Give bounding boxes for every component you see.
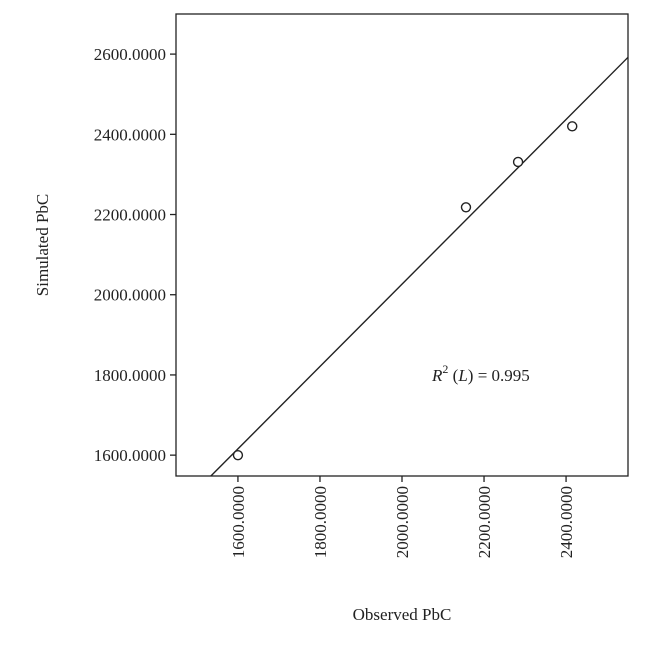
annotation-part: (: [448, 366, 458, 385]
y-tick-label: 2400.0000: [94, 125, 166, 144]
data-point: [232, 449, 244, 461]
y-tick-label: 1600.0000: [94, 446, 166, 465]
annotation: R2 (L) = 0.995: [431, 362, 530, 385]
annotation-part: R: [431, 366, 443, 385]
data-point: [460, 202, 472, 213]
annotation-part: L: [457, 366, 467, 385]
x-tick-label: 2200.0000: [475, 486, 494, 558]
x-tick-label: 1800.0000: [311, 486, 330, 558]
data-point: [567, 121, 578, 132]
y-tick-label: 2200.0000: [94, 206, 166, 225]
fit-line: [210, 56, 629, 477]
x-axis-label: Observed PbC: [353, 605, 452, 624]
y-tick-label: 2600.0000: [94, 45, 166, 64]
plot-frame: [175, 13, 629, 477]
y-axis-label: Simulated PbC: [33, 194, 52, 296]
x-tick-label: 2000.0000: [393, 486, 412, 558]
x-tick-label: 2400.0000: [557, 486, 576, 558]
annotation-part: 2: [442, 362, 448, 376]
y-tick-label: 2000.0000: [94, 286, 166, 305]
annotation-part: ) = 0.995: [468, 366, 530, 385]
y-tick-label: 1800.0000: [94, 366, 166, 385]
x-tick-label: 1600.0000: [229, 486, 248, 558]
data-point: [512, 156, 524, 168]
